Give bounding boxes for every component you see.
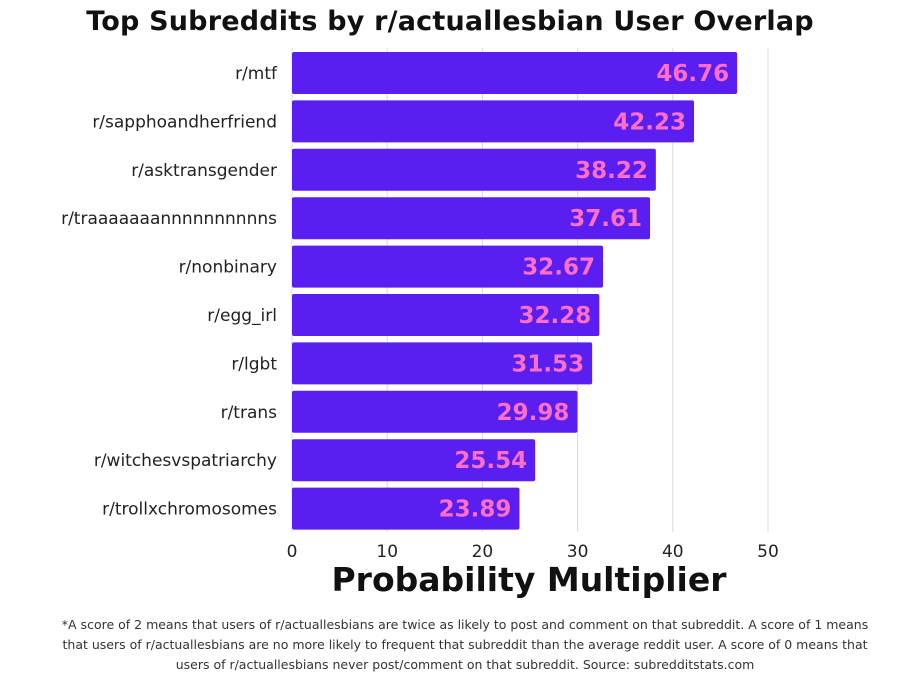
value-label-1: 42.23 xyxy=(613,109,686,135)
x-tick-label-20: 20 xyxy=(472,542,494,562)
chart-title: Top Subreddits by r/actuallesbian User O… xyxy=(86,6,814,37)
category-label-2: r/asktransgender xyxy=(131,161,277,181)
x-tick-label-40: 40 xyxy=(662,542,684,562)
bar-5 xyxy=(292,294,600,336)
category-label-0: r/mtf xyxy=(235,64,278,84)
value-label-6: 31.53 xyxy=(511,351,584,377)
bar-1 xyxy=(292,100,695,143)
category-label-4: r/nonbinary xyxy=(179,258,277,278)
bar-8 xyxy=(292,439,536,482)
category-label-3: r/traaaaaaannnnnnnnnns xyxy=(61,209,277,229)
category-label-7: r/trans xyxy=(221,403,278,423)
value-label-8: 25.54 xyxy=(454,448,527,474)
bar-9 xyxy=(292,487,520,530)
category-label-6: r/lgbt xyxy=(231,354,277,374)
value-label-0: 46.76 xyxy=(656,61,729,87)
category-label-9: r/trollxchromosomes xyxy=(102,500,277,520)
x-tick-label-10: 10 xyxy=(376,542,398,562)
x-axis-title: Probability Multiplier xyxy=(331,560,727,599)
category-label-8: r/witchesvspatriarchy xyxy=(94,451,277,471)
value-label-4: 32.67 xyxy=(522,255,595,281)
x-tick-label-50: 50 xyxy=(757,542,779,562)
bar-4 xyxy=(292,245,604,288)
bar-6 xyxy=(292,342,593,385)
bar-3 xyxy=(292,197,651,240)
value-label-5: 32.28 xyxy=(519,303,592,329)
x-tick-label-30: 30 xyxy=(567,542,589,562)
category-label-1: r/sapphoandherfriend xyxy=(92,112,277,132)
footnote: *A score of 2 means that users of r/actu… xyxy=(61,617,869,672)
value-label-7: 29.98 xyxy=(497,400,570,426)
x-tick-labels: 0 10 20 30 40 50 xyxy=(287,542,779,562)
bar-7 xyxy=(292,390,578,433)
bar-2 xyxy=(292,148,656,191)
value-label-2: 38.22 xyxy=(575,158,648,184)
bar-0 xyxy=(292,52,738,94)
bars xyxy=(292,52,738,530)
category-label-5: r/egg_irl xyxy=(207,306,277,326)
category-labels: r/mtf r/sapphoandherfriend r/asktransgende… xyxy=(61,64,278,520)
value-label-3: 37.61 xyxy=(569,206,642,232)
x-tick-label-0: 0 xyxy=(287,542,298,562)
value-labels: 46.76 42.23 38.22 37.61 32.67 32.28 31.53 29.98… xyxy=(439,61,729,523)
value-label-9: 23.89 xyxy=(439,497,512,523)
